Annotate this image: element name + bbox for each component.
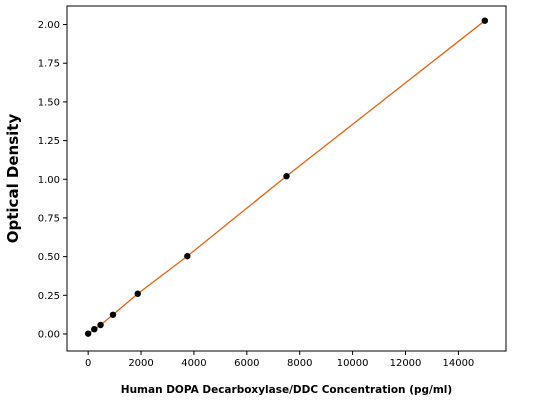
data-point [109, 311, 117, 318]
y-tick-label: 1.75 [38, 59, 60, 70]
data-point [97, 321, 104, 329]
data-point [184, 252, 191, 260]
y-axis-title: Optical Density [4, 114, 22, 244]
x-tick-label: 12000 [390, 358, 422, 369]
data-point [481, 17, 489, 24]
y-tick-label: 1.50 [38, 97, 60, 108]
data-point [283, 172, 290, 180]
x-tick-label: 2000 [128, 358, 153, 369]
x-axis-ticks: 0 2000 4000 6000 8000 10000 12000 14000 [85, 351, 474, 369]
y-tick-label: 1.25 [38, 136, 60, 147]
x-tick-label: 6000 [234, 358, 259, 369]
x-tick-label: 8000 [287, 358, 312, 369]
x-tick-label: 10000 [337, 358, 369, 369]
y-tick-label: 0.25 [38, 291, 60, 302]
y-axis-ticks: 0.00 0.25 0.50 0.75 1.00 1.25 1.50 1.75 2.00 [38, 20, 67, 340]
x-axis-title: Human DOPA Decarboxylase/DDC Concentrati… [121, 384, 452, 396]
data-points-layer [84, 17, 489, 337]
plot-frame [66, 5, 507, 352]
x-tick-label: 0 [85, 358, 91, 369]
x-tick-label: 4000 [181, 358, 206, 369]
y-tick-label: 2.00 [38, 20, 60, 31]
y-tick-label: 0.00 [38, 329, 60, 340]
x-tick-label: 14000 [442, 358, 474, 369]
y-tick-label: 0.75 [38, 213, 60, 224]
data-point [134, 290, 141, 297]
data-point [84, 330, 92, 337]
y-tick-label: 0.50 [38, 252, 60, 263]
y-tick-label: 1.00 [38, 175, 60, 186]
data-point [91, 325, 98, 333]
